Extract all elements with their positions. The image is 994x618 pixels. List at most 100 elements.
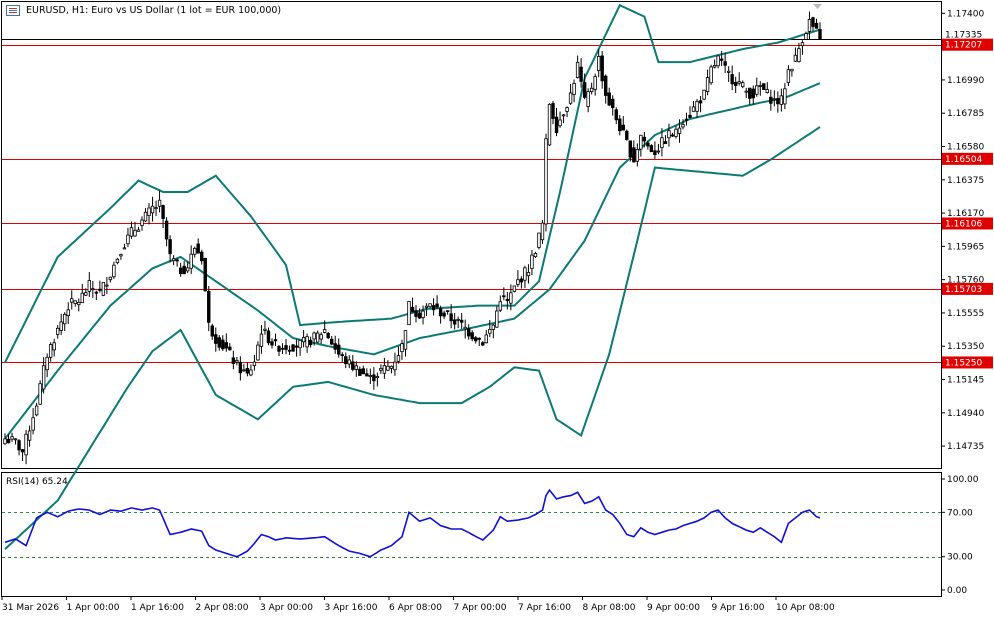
candle-body	[133, 229, 137, 237]
candle	[221, 335, 225, 351]
candle-body	[196, 243, 200, 254]
candle	[751, 85, 755, 105]
candle-body	[41, 365, 46, 390]
candle	[681, 119, 685, 130]
candle	[688, 106, 692, 119]
candle-body	[52, 342, 56, 351]
candle	[726, 66, 731, 83]
candle	[154, 200, 158, 216]
candle	[143, 208, 148, 223]
level-price-label: 1.15250	[945, 358, 982, 368]
candle-body	[242, 369, 246, 372]
candle	[741, 80, 745, 89]
candle-body	[561, 114, 566, 117]
rsi-label: RSI(14) 65.24	[6, 477, 68, 487]
candle	[438, 305, 443, 324]
candle	[762, 83, 766, 90]
candle-body	[526, 272, 531, 277]
candle	[224, 333, 229, 352]
candle-body	[168, 239, 172, 255]
candle	[122, 243, 127, 250]
candle-body	[249, 369, 253, 376]
candle-body	[287, 349, 292, 352]
candle	[393, 352, 397, 376]
candle	[333, 335, 337, 354]
candle-body	[403, 330, 408, 350]
candle	[66, 302, 70, 324]
candle	[635, 143, 640, 167]
candle	[558, 111, 562, 128]
rsi-tick-label: 70.00	[947, 508, 973, 518]
candle	[667, 123, 671, 147]
candle	[203, 257, 207, 292]
candle	[554, 107, 559, 137]
candle	[164, 217, 169, 247]
candle-body	[544, 138, 548, 225]
candle-body	[449, 313, 453, 322]
candle	[301, 330, 306, 348]
candle-body	[618, 118, 622, 132]
candle-body	[604, 75, 608, 96]
candle	[351, 355, 355, 372]
candles-layer	[3, 11, 822, 465]
candle	[459, 312, 464, 329]
candle	[126, 227, 130, 248]
candle	[24, 429, 28, 465]
candle-body	[382, 365, 387, 374]
candle	[593, 73, 597, 96]
candle-body	[755, 85, 759, 95]
candle	[17, 439, 21, 456]
price-tick-label: 1.15350	[947, 342, 984, 352]
candle-body	[210, 325, 214, 337]
time-tick-label: 2 Apr 08:00	[196, 603, 249, 613]
candle-body	[607, 92, 611, 106]
candle-body	[119, 254, 123, 257]
candle-body	[435, 303, 439, 308]
candle	[474, 336, 478, 344]
candle-body	[558, 119, 562, 127]
time-tick-label: 7 Apr 00:00	[454, 603, 507, 613]
symbol-list-icon[interactable]	[6, 5, 20, 16]
candle	[308, 336, 313, 348]
candle-body	[456, 318, 460, 321]
candle	[94, 290, 99, 301]
candle-body	[270, 341, 274, 346]
candle	[509, 284, 513, 311]
candle	[600, 51, 604, 89]
candle-body	[709, 66, 713, 84]
candle	[530, 249, 534, 276]
candle	[386, 360, 390, 372]
candle-body	[442, 312, 446, 317]
candle-body	[467, 328, 471, 337]
candle	[59, 313, 63, 335]
candle	[41, 357, 46, 394]
candle	[34, 402, 39, 417]
candle-body	[319, 334, 323, 340]
candle	[340, 352, 344, 363]
candle	[87, 272, 92, 298]
level-price-label: 1.15703	[945, 285, 982, 295]
price-tick-label: 1.16170	[947, 209, 984, 219]
candle	[723, 53, 727, 74]
candle-body	[776, 98, 780, 105]
candle	[91, 280, 95, 298]
candle-body	[91, 288, 95, 291]
candle	[776, 91, 780, 113]
candle-body	[719, 58, 724, 61]
candle	[45, 353, 49, 378]
candle-body	[337, 344, 341, 355]
candle-body	[509, 292, 513, 304]
candle-body	[207, 290, 211, 323]
candle-body	[600, 55, 604, 82]
candle-body	[185, 267, 190, 272]
candle	[147, 203, 151, 225]
candle-body	[575, 61, 580, 78]
candle	[280, 343, 285, 354]
candle	[733, 76, 738, 94]
candle-body	[252, 361, 257, 366]
candle-body	[147, 207, 151, 216]
candle-body	[291, 344, 295, 352]
candle	[467, 324, 471, 340]
candle-body	[171, 258, 176, 261]
